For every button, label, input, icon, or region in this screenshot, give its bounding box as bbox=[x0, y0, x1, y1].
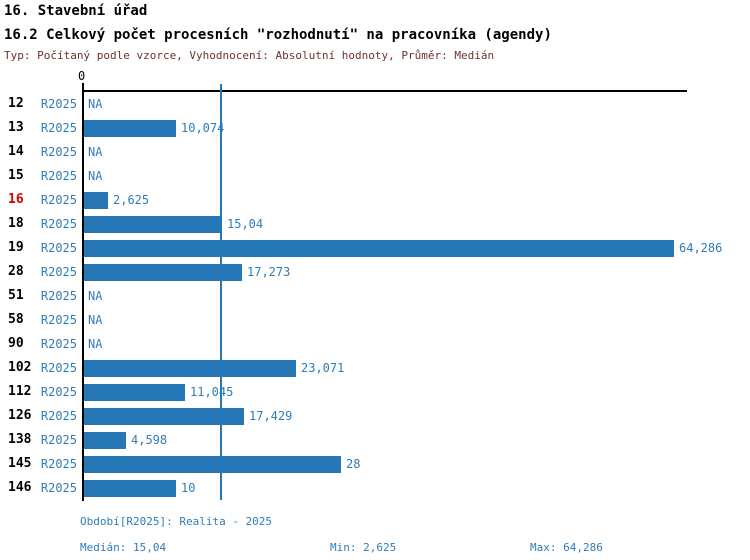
row-period-label: R2025 bbox=[40, 457, 77, 471]
row-period-label: R2025 bbox=[40, 265, 77, 279]
row-period-label: R2025 bbox=[40, 337, 77, 351]
row-period-label: R2025 bbox=[40, 385, 77, 399]
row-category-label: 12 bbox=[8, 96, 24, 111]
row-category-label: 18 bbox=[8, 216, 24, 231]
bar-value-label: 23,071 bbox=[301, 361, 345, 375]
row-period-label: R2025 bbox=[40, 409, 77, 423]
bar bbox=[84, 480, 176, 497]
bar bbox=[84, 192, 108, 209]
row-category-label: 145 bbox=[8, 456, 32, 471]
footer-max-label: Max: 64,286 bbox=[530, 541, 603, 554]
row-category-label: 146 bbox=[8, 480, 32, 495]
na-label: NA bbox=[88, 169, 103, 183]
row-period-label: R2025 bbox=[40, 241, 77, 255]
bar-value-label: 2,625 bbox=[113, 193, 150, 207]
bar-value-label: 17,273 bbox=[247, 265, 291, 279]
x-axis-line bbox=[82, 90, 687, 92]
chart-row: 112 R2025 11,045 bbox=[0, 381, 750, 405]
chart-row: 28 R2025 17,273 bbox=[0, 261, 750, 285]
bar bbox=[84, 432, 126, 449]
y-axis-line bbox=[82, 83, 84, 501]
row-period-label: R2025 bbox=[40, 433, 77, 447]
chart-row: 146 R2025 10 bbox=[0, 477, 750, 501]
bar-value-label: 10 bbox=[181, 481, 196, 495]
row-category-label: 112 bbox=[8, 384, 32, 399]
footer-min-label: Min: 2,625 bbox=[330, 541, 397, 554]
chart-row: 58 R2025 NA bbox=[0, 309, 750, 333]
na-label: NA bbox=[88, 145, 103, 159]
median-line bbox=[219, 84, 222, 500]
row-category-label: 138 bbox=[8, 432, 32, 447]
chart-row: 90 R2025 NA bbox=[0, 333, 750, 357]
row-category-label: 102 bbox=[8, 360, 32, 375]
bar-value-label: 64,286 bbox=[679, 241, 723, 255]
bar bbox=[84, 408, 244, 425]
row-period-label: R2025 bbox=[40, 217, 77, 231]
row-period-label: R2025 bbox=[40, 169, 77, 183]
bar-value-label: 10,074 bbox=[181, 121, 225, 135]
chart-meta-info: Typ: Počítaný podle vzorce, Vyhodnocení:… bbox=[4, 49, 495, 62]
chart-row: 102 R2025 23,071 bbox=[0, 357, 750, 381]
row-category-label: 14 bbox=[8, 144, 24, 159]
bar-value-label: 28 bbox=[346, 457, 361, 471]
bar bbox=[84, 456, 341, 473]
chart-row: 138 R2025 4,598 bbox=[0, 429, 750, 453]
row-period-label: R2025 bbox=[40, 289, 77, 303]
na-label: NA bbox=[88, 313, 103, 327]
page-subtitle: 16.2 Celkový počet procesních "rozhodnut… bbox=[4, 27, 552, 43]
footer-period-info: Období[R2025]: Realita - 2025 bbox=[80, 515, 273, 528]
bar bbox=[84, 216, 222, 233]
page-title: 16. Stavební úřad bbox=[4, 3, 148, 19]
bar-value-label: 11,045 bbox=[190, 385, 234, 399]
row-period-label: R2025 bbox=[40, 193, 77, 207]
bar bbox=[84, 384, 185, 401]
chart-row: 16 R2025 2,625 bbox=[0, 189, 750, 213]
na-label: NA bbox=[88, 97, 103, 111]
chart-row: 15 R2025 NA bbox=[0, 165, 750, 189]
row-category-label: 28 bbox=[8, 264, 24, 279]
bar-value-label: 17,429 bbox=[249, 409, 293, 423]
bar bbox=[84, 120, 176, 137]
na-label: NA bbox=[88, 337, 103, 351]
row-category-label: 16 bbox=[8, 192, 24, 207]
row-category-label: 58 bbox=[8, 312, 24, 327]
axis-zero-label: 0 bbox=[78, 69, 86, 83]
footer-median-label: Medián: 15,04 bbox=[80, 541, 167, 554]
row-period-label: R2025 bbox=[40, 313, 77, 327]
row-period-label: R2025 bbox=[40, 97, 77, 111]
bar bbox=[84, 264, 242, 281]
chart-row: 14 R2025 NA bbox=[0, 141, 750, 165]
row-period-label: R2025 bbox=[40, 361, 77, 375]
chart-row: 145 R2025 28 bbox=[0, 453, 750, 477]
chart-row: 51 R2025 NA bbox=[0, 285, 750, 309]
chart-row: 13 R2025 10,074 bbox=[0, 117, 750, 141]
row-category-label: 90 bbox=[8, 336, 24, 351]
row-category-label: 19 bbox=[8, 240, 24, 255]
row-period-label: R2025 bbox=[40, 481, 77, 495]
row-category-label: 13 bbox=[8, 120, 24, 135]
row-period-label: R2025 bbox=[40, 145, 77, 159]
bar bbox=[84, 360, 296, 377]
chart-row: 126 R2025 17,429 bbox=[0, 405, 750, 429]
bar-value-label: 4,598 bbox=[131, 433, 168, 447]
chart-row: 12 R2025 NA bbox=[0, 93, 750, 117]
chart-row: 18 R2025 15,04 bbox=[0, 213, 750, 237]
bar bbox=[84, 240, 674, 257]
row-period-label: R2025 bbox=[40, 121, 77, 135]
chart-row: 19 R2025 64,286 bbox=[0, 237, 750, 261]
row-category-label: 15 bbox=[8, 168, 24, 183]
na-label: NA bbox=[88, 289, 103, 303]
bar-value-label: 15,04 bbox=[227, 217, 264, 231]
row-category-label: 126 bbox=[8, 408, 32, 423]
row-category-label: 51 bbox=[8, 288, 24, 303]
